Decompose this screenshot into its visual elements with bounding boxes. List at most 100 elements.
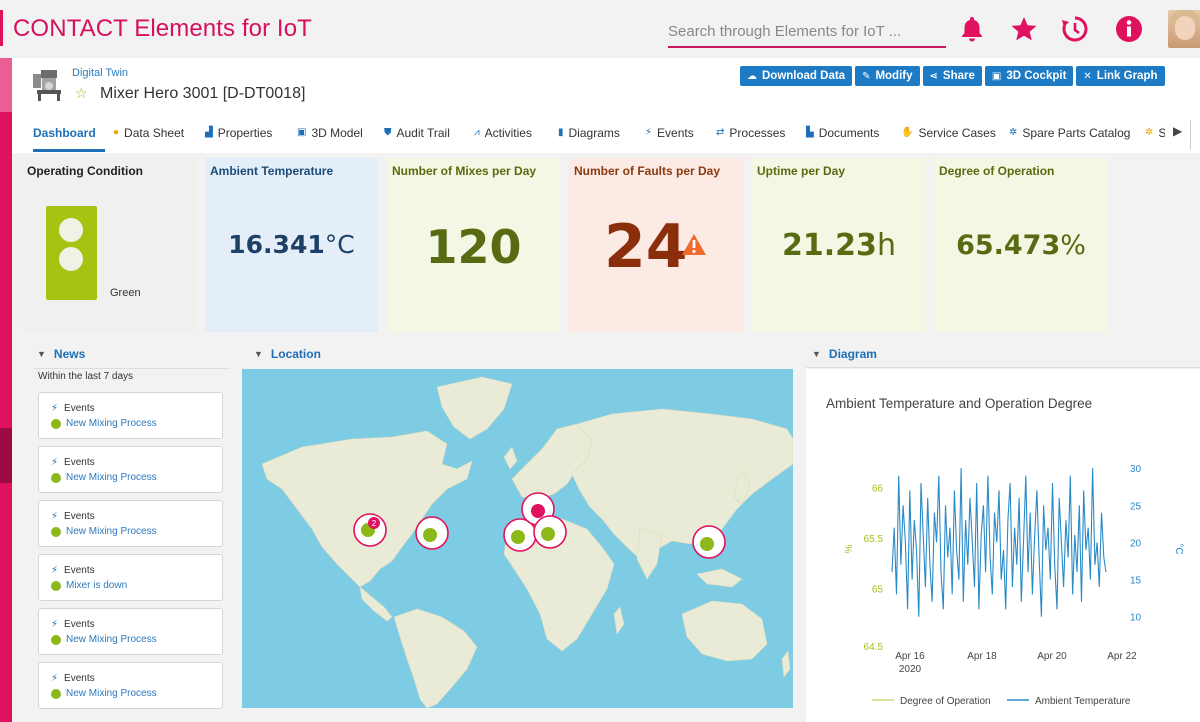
active-tab-indicator <box>33 149 105 152</box>
tab-events[interactable]: ⚡ Events <box>645 125 694 140</box>
tab-diagrams[interactable]: ▮ Diagrams <box>558 125 620 140</box>
warning-icon <box>682 234 706 255</box>
user-avatar[interactable] <box>1168 10 1200 48</box>
cube-icon: ▣ <box>297 127 307 138</box>
news-item[interactable]: ⚡ Events New Mixing Process <box>38 500 223 547</box>
bolt-icon: ⚡ <box>51 403 59 414</box>
ambient-temperature-chart[interactable]: Ambient Temperature and Operation Degree… <box>806 369 1200 722</box>
series-ambient-temperature <box>891 468 1107 617</box>
news-item[interactable]: ⚡ Events New Mixing Process <box>38 662 223 709</box>
y-tick-label-left: 65.5 <box>864 534 884 545</box>
favorite-star-icon[interactable]: ☆ <box>75 85 88 101</box>
properties-icon: ▟ <box>205 127 213 138</box>
section-news-header[interactable]: ▼ News <box>37 347 86 361</box>
bell-icon[interactable] <box>957 14 987 44</box>
x-tick-label: Apr 16 <box>895 651 925 662</box>
location-map[interactable]: 2 <box>242 369 793 708</box>
kpi-value: 21.23h <box>782 228 896 263</box>
diagram-panel: Ambient Temperature and Operation Degree… <box>806 369 1200 722</box>
kpi-label: Number of Faults per Day <box>574 164 721 178</box>
search-input[interactable] <box>668 20 946 40</box>
news-item[interactable]: ⚡ Events New Mixing Process <box>38 608 223 655</box>
service-icon: ✋ <box>901 127 914 138</box>
y-axis-label-left: % <box>844 544 855 553</box>
bolt-icon: ⚡ <box>51 619 59 630</box>
3d-cockpit-button[interactable]: ▣ 3D Cockpit <box>984 66 1074 86</box>
news-link[interactable]: New Mixing Process <box>51 688 157 699</box>
map-marker-6[interactable] <box>692 525 726 559</box>
process-status-icon <box>51 634 61 645</box>
edit-icon: ✎ <box>862 70 871 82</box>
chevron-down-icon: ▼ <box>812 349 821 359</box>
tab-processes[interactable]: ⇄ Processes <box>716 125 786 140</box>
page-title: Mixer Hero 3001 [D-DT0018] <box>100 85 306 102</box>
land <box>261 376 793 708</box>
tab-more[interactable]: ✲ S <box>1145 125 1165 140</box>
document-icon: ▙ <box>806 127 814 138</box>
share-icon: ⋖ <box>929 70 938 82</box>
left-rail-active[interactable] <box>0 428 12 483</box>
mixer-thumbnail-icon <box>33 70 61 101</box>
y-tick-label-right: 20 <box>1130 538 1142 549</box>
kpi-label: Degree of Operation <box>939 164 1055 178</box>
tab-documents[interactable]: ▙ Documents <box>806 125 880 140</box>
tab-service-cases[interactable]: ✋ Service Cases <box>901 125 996 140</box>
tab-dashboard[interactable]: Dashboard <box>33 125 96 140</box>
news-link[interactable]: New Mixing Process <box>51 472 157 483</box>
star-icon[interactable] <box>1009 14 1039 44</box>
tab-data-sheet[interactable]: ● Data Sheet <box>113 125 185 140</box>
world-map[interactable]: 2 <box>242 369 793 708</box>
news-subtitle: Within the last 7 days <box>38 371 134 382</box>
share-button[interactable]: ⋖ Share <box>922 66 982 86</box>
tab-audit-trail[interactable]: ⛊ Audit Trail <box>384 125 450 140</box>
breadcrumb[interactable]: Digital Twin <box>72 67 129 79</box>
kpi-uptime-per-day: Uptime per Day 21.23h <box>752 158 926 332</box>
map-markers[interactable]: 2 <box>353 492 726 559</box>
x-axis: Apr 16 2020 Apr 18 Apr 20 Apr 22 <box>895 651 1137 675</box>
map-marker-2[interactable] <box>415 516 449 550</box>
app-title[interactable]: CONTACT Elements for IoT <box>13 15 312 42</box>
map-marker-5[interactable] <box>533 515 567 549</box>
kpi-faults-per-day: Number of Faults per Day 24 <box>569 158 743 332</box>
info-icon[interactable] <box>1114 14 1144 44</box>
y-tick-label-right: 15 <box>1130 576 1142 587</box>
news-link[interactable]: Mixer is down <box>51 580 127 591</box>
download-data-button[interactable]: ☁ Download Data <box>740 66 853 86</box>
tabs-scroll-right-icon[interactable]: ▶ <box>1173 124 1183 138</box>
link-graph-button[interactable]: ✕ Link Graph <box>1076 66 1165 86</box>
search-field[interactable] <box>668 20 946 48</box>
process-status-icon <box>51 688 61 699</box>
process-status-icon <box>51 580 61 591</box>
tab-spare-parts-catalog[interactable]: ✲ Spare Parts Catalog <box>1009 125 1131 140</box>
kpi-label: Operating Condition <box>27 164 143 178</box>
news-link[interactable]: New Mixing Process <box>51 634 157 645</box>
traffic-light-icon <box>46 206 97 300</box>
cube-icon: ▣ <box>991 70 1002 82</box>
legend-label-degree: Degree of Operation <box>900 696 991 707</box>
tab-properties[interactable]: ▟ Properties <box>205 125 273 140</box>
section-location-header[interactable]: ▼ Location <box>254 347 321 361</box>
kpi-degree-of-operation: Degree of Operation 65.473% <box>934 158 1108 332</box>
kpi-label: Number of Mixes per Day <box>392 164 537 178</box>
kpi-mixes-per-day: Number of Mixes per Day 120 <box>387 158 560 332</box>
condition-status: Green <box>110 287 141 299</box>
news-item[interactable]: ⚡ Events Mixer is down <box>38 554 223 601</box>
news-item[interactable]: ⚡ Events New Mixing Process <box>38 446 223 493</box>
tab-activities[interactable]: ⩘ Activities <box>474 125 532 140</box>
news-link[interactable]: New Mixing Process <box>51 418 157 429</box>
history-icon[interactable] <box>1060 14 1090 44</box>
modify-button[interactable]: ✎ Modify <box>855 66 920 86</box>
left-rail-highlight[interactable] <box>0 58 12 112</box>
activity-icon: ⩘ <box>474 127 480 138</box>
kpi-operating-condition: Operating Condition Green <box>22 158 195 332</box>
map-marker-1[interactable]: 2 <box>353 513 387 547</box>
action-toolbar: ☁ Download Data ✎ Modify ⋖ Share ▣ 3D Cockpi… <box>740 66 1165 86</box>
news-item[interactable]: ⚡ Events New Mixing Process <box>38 392 223 439</box>
news-link[interactable]: New Mixing Process <box>51 526 157 537</box>
process-status-icon <box>51 472 61 483</box>
y-tick-label-right: 25 <box>1130 501 1142 512</box>
tab-3d-model[interactable]: ▣ 3D Model <box>297 125 363 140</box>
y-tick-label-right: 30 <box>1130 464 1142 475</box>
brand-accent-bar <box>0 10 3 46</box>
section-diagram-header[interactable]: ▼ Diagram <box>812 347 877 361</box>
